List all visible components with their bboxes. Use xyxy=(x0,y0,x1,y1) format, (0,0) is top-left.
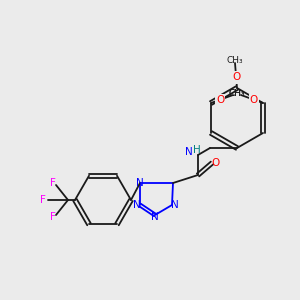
Text: H: H xyxy=(193,145,201,155)
Text: N: N xyxy=(151,212,159,222)
Text: CH₃: CH₃ xyxy=(229,89,245,98)
Text: N: N xyxy=(136,178,144,188)
Text: N: N xyxy=(171,200,179,210)
Text: CH₃: CH₃ xyxy=(226,56,243,64)
Text: CH₃: CH₃ xyxy=(229,89,245,98)
Text: O: O xyxy=(216,94,224,105)
Text: O: O xyxy=(212,158,220,168)
Text: F: F xyxy=(50,178,56,188)
Text: F: F xyxy=(40,195,46,205)
Text: O: O xyxy=(232,73,240,82)
Text: F: F xyxy=(50,212,56,222)
Text: N: N xyxy=(133,200,141,210)
Text: N: N xyxy=(185,147,193,157)
Text: O: O xyxy=(250,94,258,105)
